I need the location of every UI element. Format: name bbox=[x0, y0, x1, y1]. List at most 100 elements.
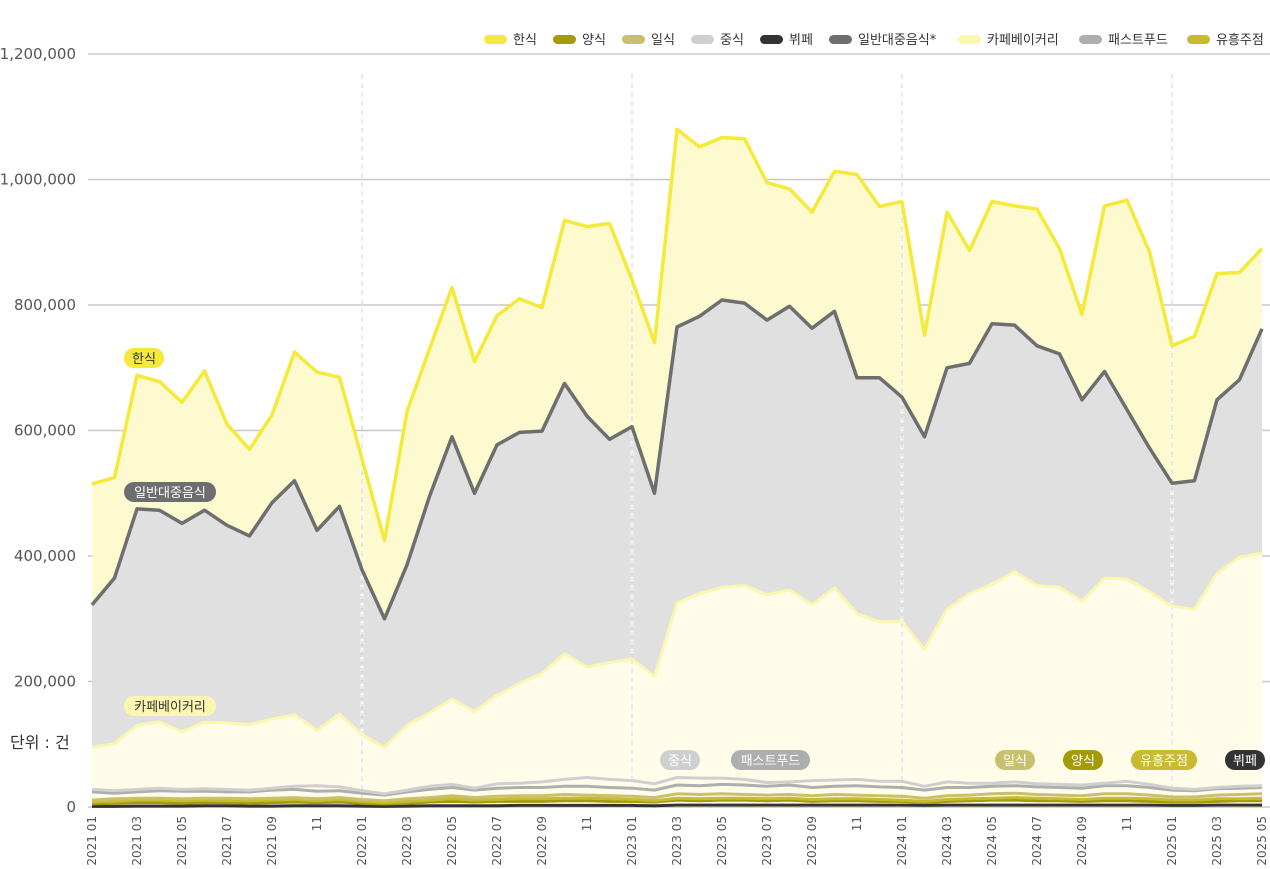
y-tick-label: 1,200,000 bbox=[0, 45, 76, 63]
legend-label: 중식 bbox=[720, 33, 744, 48]
tag-pill bbox=[1225, 750, 1265, 770]
y-tick-label: 800,000 bbox=[14, 296, 76, 314]
legend-swatch-icon bbox=[622, 35, 645, 44]
tag-pill bbox=[124, 348, 164, 368]
tag-pill bbox=[1063, 750, 1103, 770]
x-tick-label: 2024 05 bbox=[985, 816, 999, 866]
y-axis: 0 200,000 400,000 600,000 800,000 1,000,000 1,… bbox=[0, 45, 76, 816]
x-tick-label: 2023 01 bbox=[625, 816, 639, 866]
x-tick-label: 11 bbox=[310, 816, 324, 831]
x-tick-label: 2024 01 bbox=[895, 816, 909, 866]
tag-pill bbox=[1131, 750, 1197, 770]
series-tag: 중식 bbox=[660, 750, 700, 770]
x-tick-label: 2024 09 bbox=[1075, 816, 1089, 866]
series-line bbox=[91, 791, 1263, 803]
legend-swatch-icon bbox=[1079, 35, 1102, 44]
tag-label: 일식 bbox=[1003, 754, 1027, 769]
series-line bbox=[91, 127, 1264, 543]
legend-item: 패스트푸드 bbox=[1079, 33, 1168, 48]
legend-swatch-icon bbox=[829, 35, 852, 44]
y-tick-label: 200,000 bbox=[14, 673, 76, 691]
series-tag: 패스트푸드 bbox=[731, 750, 810, 770]
series-line bbox=[92, 803, 1262, 808]
x-tick-label: 2023 07 bbox=[760, 816, 774, 866]
x-axis: 2021 01 2021 03 2021 05 2021 07 2021 09 11 202… bbox=[85, 816, 1269, 866]
tag-label: 패스트푸드 bbox=[741, 754, 801, 769]
x-tick-label: 2021 07 bbox=[220, 816, 234, 866]
area-fill bbox=[92, 552, 1262, 807]
tag-pill bbox=[731, 750, 810, 770]
legend-item: 일반대중음식* bbox=[829, 33, 937, 48]
legend-label: 일식 bbox=[651, 33, 675, 48]
y-tick-label: 400,000 bbox=[14, 547, 76, 565]
legend-item: 한식 bbox=[484, 33, 537, 48]
x-tick-label: 2025 01 bbox=[1165, 816, 1179, 866]
year-markers bbox=[360, 74, 1174, 807]
y-tick-label: 600,000 bbox=[14, 422, 76, 440]
x-tick-label: 2023 09 bbox=[805, 816, 819, 866]
legend-item: 카페베이커리 bbox=[958, 33, 1059, 48]
legend-swatch-icon bbox=[958, 35, 981, 44]
series-tag: 카페베이커리 bbox=[124, 696, 216, 716]
y-tick-label: 1,000,000 bbox=[0, 171, 76, 189]
legend-item: 뷔페 bbox=[760, 33, 813, 48]
x-tick-label: 2021 03 bbox=[130, 816, 144, 866]
x-tick-label: 2023 05 bbox=[715, 816, 729, 866]
tag-pill bbox=[660, 750, 700, 770]
x-tick-label: 11 bbox=[850, 816, 864, 831]
x-tick-label: 2022 01 bbox=[355, 816, 369, 866]
legend-label: 뷔페 bbox=[789, 33, 813, 48]
y-tick-label: 0 bbox=[66, 798, 76, 816]
legend-item: 중식 bbox=[691, 33, 744, 48]
series-line bbox=[91, 551, 1263, 749]
tag-pill bbox=[124, 482, 216, 502]
x-tick-label: 2025 05 bbox=[1255, 816, 1269, 866]
x-tick-label: 11 bbox=[1120, 816, 1134, 831]
x-tick-label: 2022 09 bbox=[535, 816, 549, 866]
legend-item: 양식 bbox=[553, 33, 606, 48]
legend-swatch-icon bbox=[1187, 35, 1210, 44]
legend-swatch-icon bbox=[760, 35, 783, 44]
x-tick-label: 2024 07 bbox=[1030, 816, 1044, 866]
legend-label: 일반대중음식* bbox=[858, 33, 937, 48]
legend-label: 카페베이커리 bbox=[987, 33, 1059, 48]
x-tick-label: 2021 05 bbox=[175, 816, 189, 866]
x-tick-label: 2025 03 bbox=[1210, 816, 1224, 866]
series-tag: 양식 bbox=[1063, 750, 1103, 770]
series-tag: 유흥주점 bbox=[1131, 750, 1197, 770]
series-line bbox=[91, 798, 1262, 806]
unit-label: 단위 : 건 bbox=[10, 733, 70, 752]
legend: 한식 양식 일식 중식 뷔페 일반대중음식* 카페베이커리 패스트푸드 유흥주점 bbox=[484, 33, 1264, 48]
legend-label: 한식 bbox=[513, 33, 537, 48]
x-tick-label: 2021 01 bbox=[85, 816, 99, 866]
series-line bbox=[91, 796, 1263, 805]
legend-item: 유흥주점 bbox=[1187, 33, 1264, 48]
x-tick-label: 2022 05 bbox=[445, 816, 459, 866]
legend-item: 일식 bbox=[622, 33, 675, 48]
series-line bbox=[91, 776, 1263, 796]
legend-label: 패스트푸드 bbox=[1108, 33, 1168, 48]
tag-label: 뷔페 bbox=[1233, 754, 1257, 769]
tag-label: 한식 bbox=[132, 352, 156, 367]
x-tick-label: 11 bbox=[580, 816, 594, 831]
tag-label: 양식 bbox=[1071, 754, 1095, 769]
tag-pill bbox=[124, 696, 216, 716]
tag-label: 유흥주점 bbox=[1140, 754, 1188, 769]
x-tick-label: 2023 03 bbox=[670, 816, 684, 866]
x-tick-label: 2022 03 bbox=[400, 816, 414, 866]
series-line bbox=[90, 298, 1264, 621]
area-fills bbox=[92, 129, 1262, 808]
series-tag: 한식 bbox=[124, 348, 164, 368]
tag-label: 중식 bbox=[668, 754, 692, 769]
x-tick-label: 2021 09 bbox=[265, 816, 279, 866]
x-tick-label: 2024 03 bbox=[940, 816, 954, 866]
legend-label: 양식 bbox=[582, 33, 606, 48]
series-tag: 일반대중음식 bbox=[124, 482, 216, 502]
legend-swatch-icon bbox=[691, 35, 714, 44]
legend-swatch-icon bbox=[553, 35, 576, 44]
legend-label: 유흥주점 bbox=[1216, 33, 1264, 48]
series-lines bbox=[90, 127, 1264, 808]
series-tag: 뷔페 bbox=[1225, 750, 1265, 770]
